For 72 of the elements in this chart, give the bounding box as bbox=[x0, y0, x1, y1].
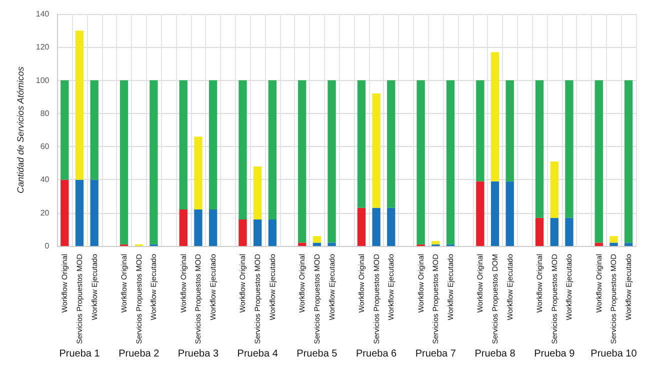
text: Prueba 7 bbox=[415, 348, 456, 360]
y-tick-label: 40 bbox=[40, 175, 50, 184]
bar bbox=[238, 80, 247, 220]
y-tick-label: 60 bbox=[40, 142, 50, 152]
bar bbox=[298, 242, 306, 246]
bar bbox=[254, 166, 262, 220]
bar bbox=[357, 80, 366, 208]
bar bbox=[506, 80, 514, 182]
bar bbox=[90, 80, 98, 180]
text: Prueba 8 bbox=[474, 348, 516, 360]
bar bbox=[179, 80, 188, 210]
bar bbox=[387, 80, 396, 208]
bar bbox=[328, 80, 336, 243]
bar bbox=[624, 80, 633, 243]
bar bbox=[490, 52, 500, 182]
bar bbox=[372, 94, 380, 208]
bar bbox=[268, 219, 277, 246]
bar bbox=[476, 80, 484, 182]
bar bbox=[610, 236, 618, 243]
bar bbox=[550, 161, 558, 218]
bar bbox=[90, 180, 98, 246]
y-tick-label: 120 bbox=[36, 42, 50, 52]
bar bbox=[75, 30, 84, 180]
bar bbox=[208, 80, 218, 210]
bar bbox=[120, 80, 128, 244]
bar bbox=[179, 210, 188, 246]
text: Prueba 1 bbox=[59, 348, 100, 360]
y-tick-label: 0 bbox=[44, 242, 50, 250]
bar bbox=[446, 80, 455, 244]
bar bbox=[535, 80, 544, 218]
text: Prueba 9 bbox=[534, 348, 576, 360]
y-tick-label: 20 bbox=[40, 208, 50, 218]
text: Prueba 2 bbox=[118, 348, 160, 360]
bar bbox=[624, 242, 633, 246]
bar bbox=[312, 236, 322, 243]
bar bbox=[387, 208, 396, 246]
bar bbox=[432, 241, 440, 244]
bar bbox=[416, 80, 425, 244]
bar bbox=[208, 210, 218, 246]
bar bbox=[298, 80, 306, 243]
bar bbox=[268, 80, 277, 220]
bar bbox=[610, 242, 618, 246]
text: Prueba 5 bbox=[296, 348, 338, 360]
bar bbox=[75, 180, 84, 246]
bar bbox=[490, 181, 500, 246]
bar bbox=[535, 218, 544, 246]
y-tick-label: 80 bbox=[40, 108, 50, 118]
y-tick-label: 100 bbox=[36, 76, 50, 85]
bar bbox=[150, 80, 158, 244]
text: Prueba 10 bbox=[590, 348, 638, 360]
bar bbox=[476, 181, 484, 246]
bar bbox=[238, 219, 247, 246]
bar bbox=[550, 218, 558, 246]
y-axis-title: Cantidad de Servicios Atómicos bbox=[16, 66, 26, 194]
bar bbox=[357, 208, 366, 246]
bar bbox=[594, 80, 603, 243]
bar bbox=[60, 180, 69, 246]
bar bbox=[60, 80, 69, 180]
bar bbox=[254, 219, 262, 246]
bar bbox=[328, 242, 336, 246]
text: Prueba 6 bbox=[356, 348, 398, 360]
text: Prueba 4 bbox=[237, 348, 278, 360]
bar bbox=[194, 210, 202, 246]
y-tick-label: 140 bbox=[36, 10, 50, 18]
bar bbox=[312, 242, 322, 246]
bar bbox=[194, 136, 202, 210]
bar bbox=[594, 242, 603, 246]
bar bbox=[565, 218, 574, 246]
bar bbox=[372, 208, 380, 246]
text: Prueba 3 bbox=[178, 348, 219, 360]
bar bbox=[506, 181, 514, 246]
bar bbox=[565, 80, 574, 218]
